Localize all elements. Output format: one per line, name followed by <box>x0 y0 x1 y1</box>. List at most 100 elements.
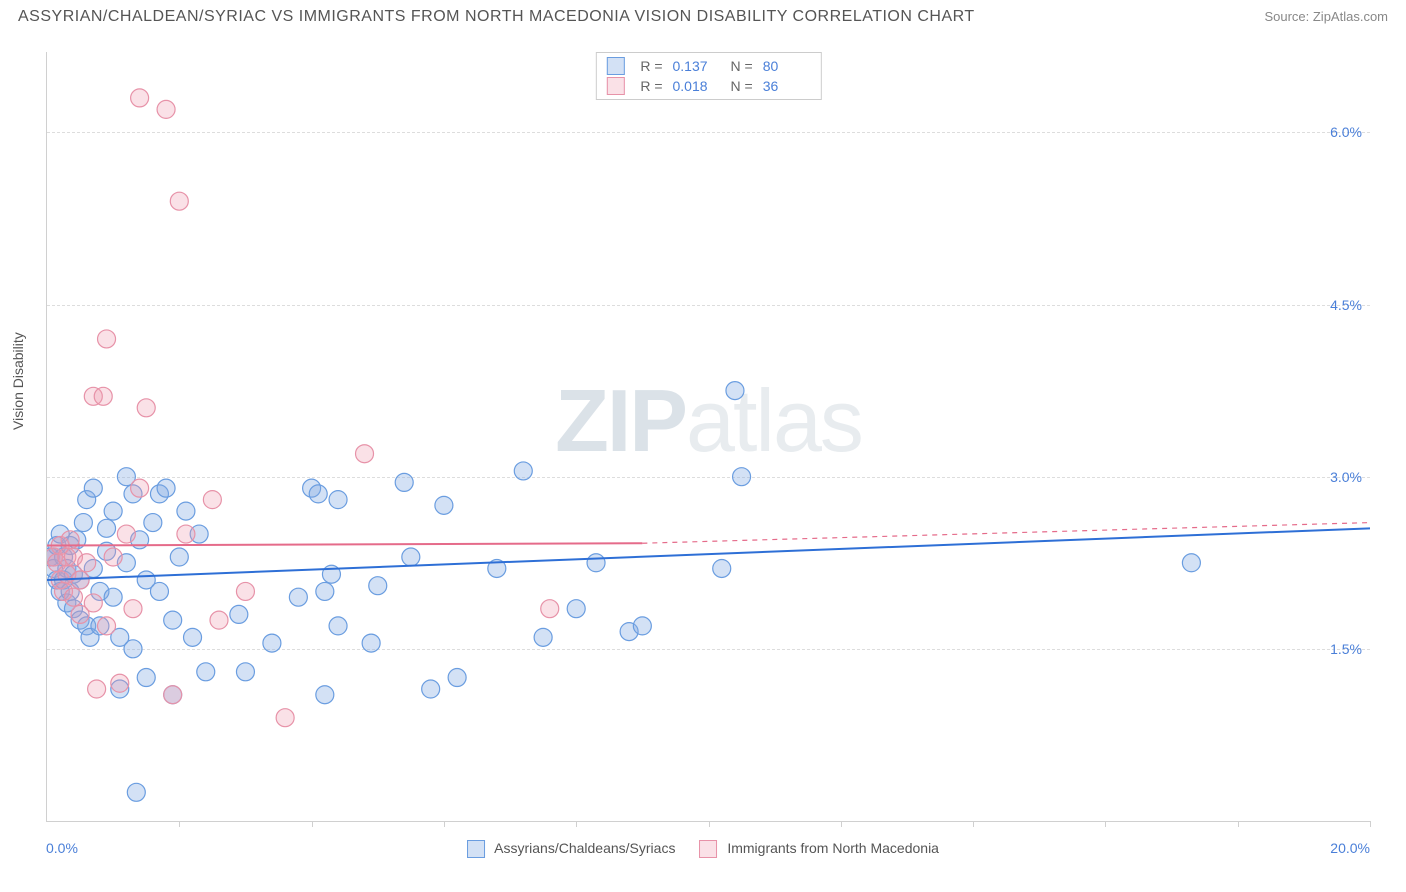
scatter-point <box>435 496 453 514</box>
scatter-point <box>541 600 559 618</box>
scatter-point <box>64 588 82 606</box>
legend-label-1: Immigrants from North Macedonia <box>727 840 939 856</box>
scatter-point <box>170 192 188 210</box>
scatter-point <box>78 554 96 572</box>
scatter-point <box>131 479 149 497</box>
r-label: R = <box>640 78 662 94</box>
x-tick <box>576 821 577 827</box>
scatter-point <box>137 669 155 687</box>
scatter-point <box>144 514 162 532</box>
scatter-point <box>164 611 182 629</box>
scatter-point <box>150 582 168 600</box>
legend-item: Assyrians/Chaldeans/Syriacs <box>467 840 675 858</box>
x-axis-min-label: 0.0% <box>46 840 78 856</box>
scatter-point <box>567 600 585 618</box>
scatter-point <box>197 663 215 681</box>
scatter-point <box>84 594 102 612</box>
r-value-1: 0.018 <box>673 78 721 94</box>
x-tick <box>973 821 974 827</box>
scatter-point <box>369 577 387 595</box>
scatter-point <box>124 640 142 658</box>
scatter-point <box>726 382 744 400</box>
scatter-point <box>98 330 116 348</box>
scatter-point <box>98 617 116 635</box>
source-attribution: Source: ZipAtlas.com <box>1264 9 1388 24</box>
scatter-point <box>395 473 413 491</box>
n-label: N = <box>731 58 753 74</box>
scatter-point <box>316 582 334 600</box>
x-axis-max-label: 20.0% <box>1330 840 1370 856</box>
scatter-point <box>131 89 149 107</box>
x-tick <box>312 821 313 827</box>
scatter-point <box>184 628 202 646</box>
scatter-point <box>733 468 751 486</box>
series-legend: Assyrians/Chaldeans/Syriacs Immigrants f… <box>467 840 939 858</box>
legend-swatch-series-1 <box>606 77 624 95</box>
y-axis-label: Vision Disability <box>10 332 26 430</box>
x-tick <box>444 821 445 827</box>
n-value-0: 80 <box>763 58 811 74</box>
scatter-point <box>203 491 221 509</box>
scatter-point <box>157 100 175 118</box>
scatter-point <box>316 686 334 704</box>
scatter-point <box>127 783 145 801</box>
scatter-point <box>117 525 135 543</box>
legend-swatch-series-0 <box>606 57 624 75</box>
r-value-0: 0.137 <box>673 58 721 74</box>
scatter-point <box>362 634 380 652</box>
scatter-point <box>422 680 440 698</box>
scatter-point <box>137 399 155 417</box>
scatter-point <box>98 519 116 537</box>
trend-line <box>47 528 1370 580</box>
scatter-point <box>289 588 307 606</box>
scatter-point <box>713 559 731 577</box>
scatter-point <box>177 525 195 543</box>
chart-title: ASSYRIAN/CHALDEAN/SYRIAC VS IMMIGRANTS F… <box>18 8 975 26</box>
x-tick <box>1370 821 1371 827</box>
scatter-point <box>1182 554 1200 572</box>
legend-swatch-series-1 <box>699 840 717 858</box>
x-tick <box>179 821 180 827</box>
scatter-point <box>329 491 347 509</box>
legend-swatch-series-0 <box>467 840 485 858</box>
scatter-point <box>402 548 420 566</box>
scatter-point <box>111 674 129 692</box>
scatter-point <box>356 445 374 463</box>
scatter-point <box>177 502 195 520</box>
n-value-1: 36 <box>763 78 811 94</box>
scatter-point <box>210 611 228 629</box>
scatter-point <box>88 680 106 698</box>
legend-item: Immigrants from North Macedonia <box>699 840 939 858</box>
x-tick <box>841 821 842 827</box>
correlation-legend: R = 0.137 N = 80 R = 0.018 N = 36 <box>595 52 821 100</box>
scatter-point <box>633 617 651 635</box>
scatter-point <box>84 479 102 497</box>
scatter-point <box>164 686 182 704</box>
n-label: N = <box>731 78 753 94</box>
scatter-point <box>157 479 175 497</box>
scatter-point <box>236 582 254 600</box>
scatter-point <box>230 605 248 623</box>
legend-label-0: Assyrians/Chaldeans/Syriacs <box>494 840 675 856</box>
scatter-plot-svg <box>47 52 1370 821</box>
scatter-point <box>448 669 466 687</box>
scatter-point <box>514 462 532 480</box>
scatter-point <box>170 548 188 566</box>
correlation-legend-row: R = 0.018 N = 36 <box>606 76 810 96</box>
scatter-point <box>71 571 89 589</box>
x-tick <box>709 821 710 827</box>
chart-plot-area: ZIPatlas R = 0.137 N = 80 R = 0.018 N = … <box>46 52 1370 822</box>
scatter-point <box>587 554 605 572</box>
scatter-point <box>124 600 142 618</box>
scatter-point <box>309 485 327 503</box>
r-label: R = <box>640 58 662 74</box>
scatter-point <box>104 502 122 520</box>
scatter-point <box>104 588 122 606</box>
scatter-point <box>263 634 281 652</box>
scatter-point <box>74 514 92 532</box>
x-tick <box>1238 821 1239 827</box>
chart-header: ASSYRIAN/CHALDEAN/SYRIAC VS IMMIGRANTS F… <box>18 8 1388 26</box>
scatter-point <box>94 387 112 405</box>
scatter-point <box>534 628 552 646</box>
scatter-point <box>104 548 122 566</box>
